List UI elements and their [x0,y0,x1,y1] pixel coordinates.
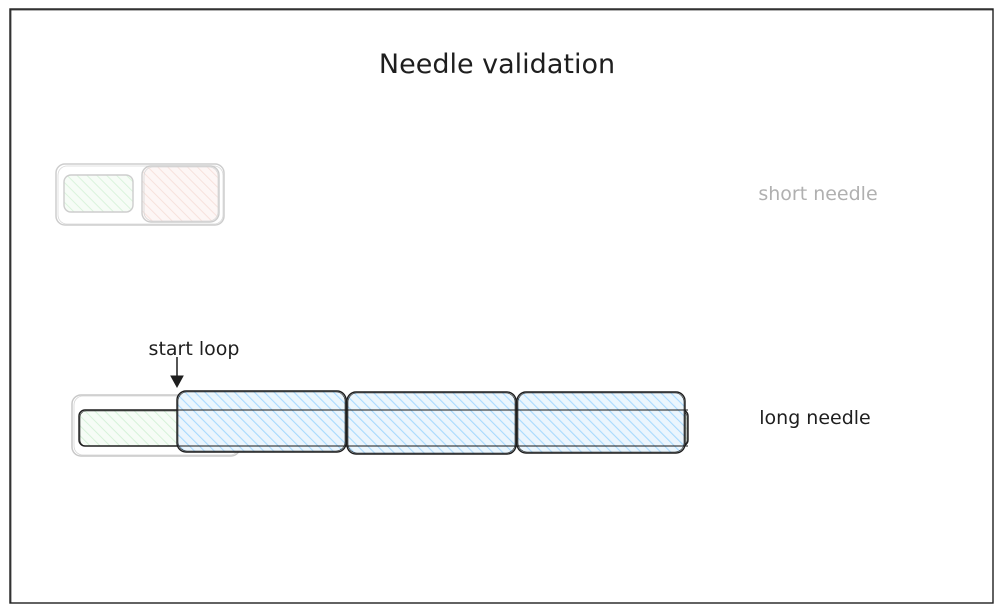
start-loop-label: start loop [149,338,240,360]
start-loop-arrow-head [170,375,184,389]
short-needle-label: short needle [758,183,877,205]
loop-box-3 [516,391,686,454]
frame-sketch [10,9,994,604]
loop-box-2 [346,391,517,455]
short-needle-outer-box-sketch [57,165,224,225]
frame [9,8,994,604]
short-needle-red-cell [141,165,220,223]
loop-box-3-sketch [517,392,685,453]
loop-box-1 [176,390,347,453]
short-needle-group [55,163,225,226]
loop-box-1-sketch [177,391,346,452]
loop-box-2-sketch [347,392,516,454]
short-needle-green-cell [63,174,134,213]
short-needle-outer-box [55,163,225,226]
diagram-title: Needle validation [379,49,615,80]
short-needle-red-cell-sketch [143,166,219,222]
long-needle-label: long needle [759,407,871,429]
